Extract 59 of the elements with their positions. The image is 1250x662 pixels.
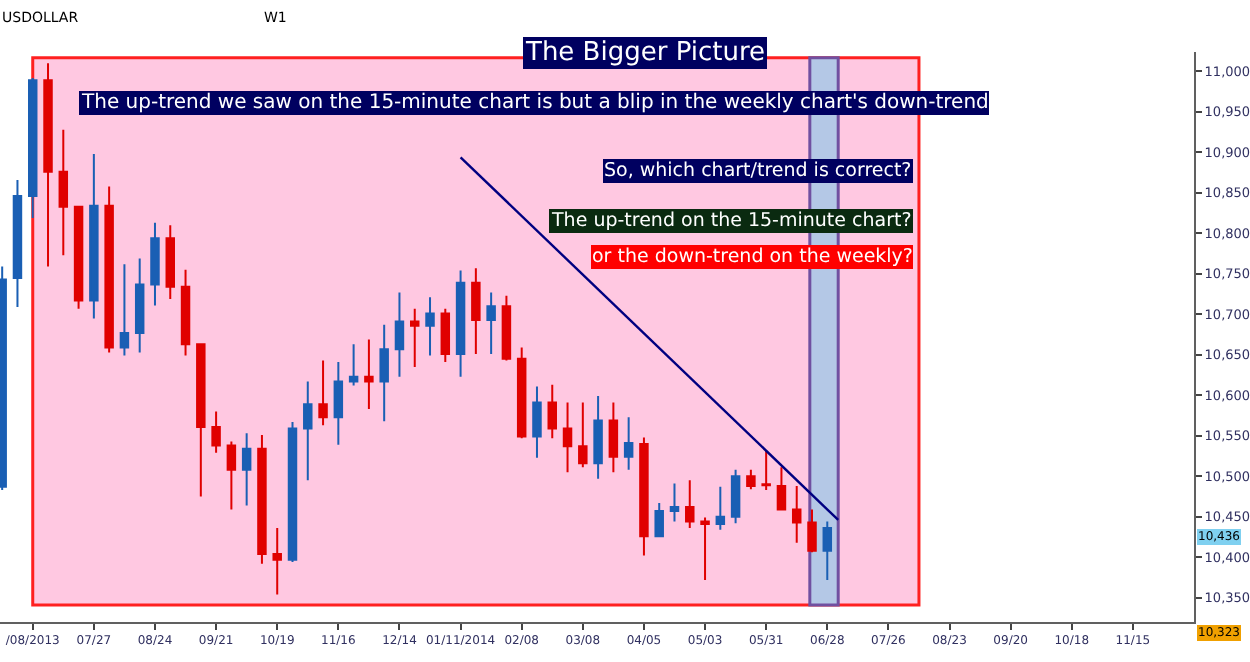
candlestick — [746, 468, 756, 491]
candlestick — [272, 527, 282, 596]
candlestick — [654, 501, 664, 538]
candlestick — [791, 484, 802, 544]
candlestick — [471, 267, 481, 355]
candlestick — [547, 383, 557, 440]
candlestick — [211, 410, 221, 454]
candlestick — [608, 401, 619, 474]
candlestick — [241, 432, 252, 507]
candlestick — [455, 269, 466, 378]
annotation: The up-trend we saw on the 15-minute chart is but a blip in the weekly chart's down-trend — [80, 92, 989, 114]
candlestick — [134, 257, 145, 354]
candlestick — [318, 359, 328, 427]
candlestick — [196, 343, 206, 498]
candlestick — [639, 436, 649, 557]
candlestick — [73, 205, 84, 310]
candlestick — [43, 62, 53, 268]
candlestick — [58, 128, 69, 257]
candlestick — [165, 224, 175, 300]
candlestick — [12, 178, 23, 309]
candlestick — [28, 76, 38, 219]
candlestick — [593, 395, 603, 480]
candlestick — [532, 385, 542, 459]
candlestick — [425, 296, 435, 357]
candlestick — [486, 291, 496, 355]
candlestick — [89, 153, 99, 320]
candlestick — [257, 433, 267, 565]
candlestick — [303, 380, 313, 482]
candlestick — [669, 482, 680, 523]
candlestick — [410, 307, 420, 368]
candlestick — [623, 416, 634, 471]
candlestick — [822, 520, 833, 581]
candlestick — [333, 361, 344, 446]
candlestick — [364, 338, 374, 411]
candlestick — [807, 508, 817, 554]
candlestick — [776, 466, 787, 511]
candlestick — [180, 268, 191, 357]
candlestick — [226, 440, 237, 511]
candlestick — [104, 185, 114, 354]
candlestick — [516, 346, 527, 440]
candlestick — [715, 485, 726, 531]
candlestick — [379, 323, 389, 423]
candlestick — [119, 263, 130, 357]
candlestick — [730, 468, 741, 525]
annotation: The up-trend on the 15-minute chart? — [550, 210, 912, 232]
candlestick — [348, 343, 359, 387]
candlestick — [685, 479, 695, 530]
chart-title: The Bigger Picture — [524, 38, 766, 68]
candlestick — [578, 401, 588, 469]
candlestick — [501, 294, 512, 362]
candlestick — [761, 449, 771, 492]
candlestick — [394, 291, 405, 378]
annotation: or the down-trend on the weekly? — [592, 246, 913, 268]
candlestick — [700, 516, 710, 581]
candlestick — [562, 401, 573, 474]
candlestick — [440, 307, 451, 364]
candlestick — [287, 421, 298, 564]
annotation: So, which chart/trend is correct? — [604, 160, 912, 182]
candlestick — [150, 221, 160, 307]
